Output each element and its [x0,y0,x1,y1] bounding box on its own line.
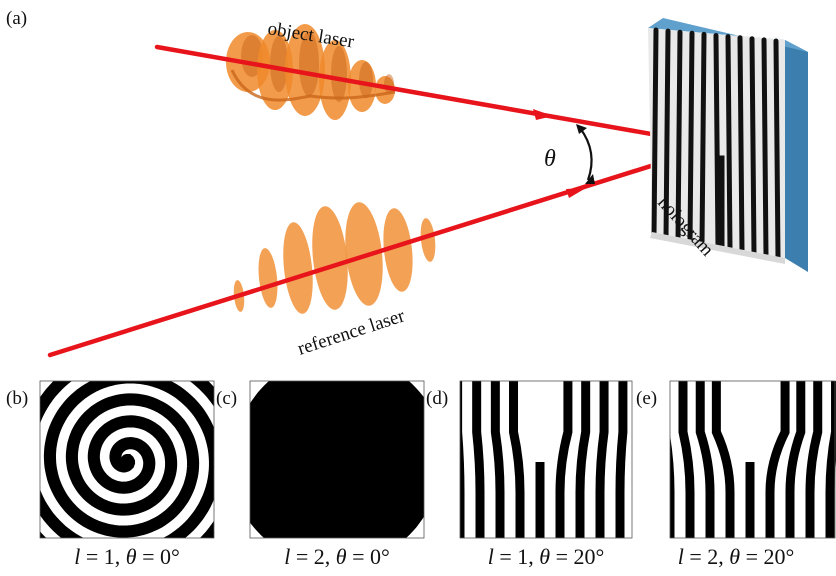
fork-fringe [785,381,806,538]
spiral-band [250,381,424,538]
panel-label-b: (b) [6,388,28,409]
wavefront-ellipse [283,222,313,314]
fork-fringe [678,381,695,538]
wavefront-ellipse [420,218,436,262]
fork-fringe [472,381,485,538]
wave-lobe-shade [299,31,319,97]
fork-fringe [509,381,525,538]
panel-label-d: (d) [426,388,448,409]
reference-beam-arrow-icon [566,188,586,198]
wavefront-ellipse [383,208,413,292]
hologram-fringe [725,34,733,252]
helix-edge [230,69,396,102]
angle-arrow-top-icon [576,124,587,134]
angle-arrow-bottom-icon [585,174,595,184]
angle-label: θ [544,146,556,172]
fork-fringe [805,381,823,538]
caption-c: l = 2, θ = 0° [284,544,390,569]
fork-fringe [695,381,715,538]
fork-fringe [670,434,675,538]
hologram-plate [648,18,808,272]
hologram-fringe [773,38,781,261]
hologram-fringe [761,37,769,259]
hologram-fringe [675,29,683,243]
wave-lobe-shade [331,46,347,102]
panel-label-e: (e) [636,388,657,409]
caption-d: l = 1, θ = 20° [487,544,605,569]
angle-arc [579,127,593,181]
hologram-fringe [663,28,671,241]
hologram-fringe [687,30,695,246]
caption-e: l = 2, θ = 20° [677,544,795,569]
fork-fringe [595,381,609,538]
hologram-fringe [713,33,721,250]
hologram-fringe [699,31,707,248]
panel-b-spiral-pattern [40,381,214,538]
reference-laser-label: reference laser [295,305,408,360]
reference-laser-wavefronts [233,202,436,314]
panel-label-a: (a) [6,8,27,29]
object-beam-arrow-icon [533,109,553,120]
hologram-fringe [737,35,745,254]
panel-d-fork-pattern [460,381,632,538]
wavefront-ellipse [312,206,348,310]
fork-fringe [615,381,628,538]
spiral-band [40,381,214,538]
object-laser-beam [154,44,711,147]
hologram-fringe [651,27,659,239]
wave-lobe-shade [359,61,373,99]
wavefront-ellipse [258,248,278,308]
caption-b: l = 1, θ = 0° [74,544,180,569]
fork-fringe [575,381,591,538]
reference-laser-beam [47,145,711,358]
fork-fringe [555,381,573,538]
wave-lobe-shade [270,36,288,92]
panel-e-fork-pattern [670,381,836,538]
fork-fringe [765,381,790,538]
panel-label-c: (c) [216,388,237,409]
panel-c-spiral-pattern [250,381,424,538]
wave-lobe-shade [384,74,394,94]
fork-fringe [711,381,735,538]
hologram-fringe [749,36,757,257]
spiral-band [250,381,424,538]
fork-fringe [490,381,505,538]
